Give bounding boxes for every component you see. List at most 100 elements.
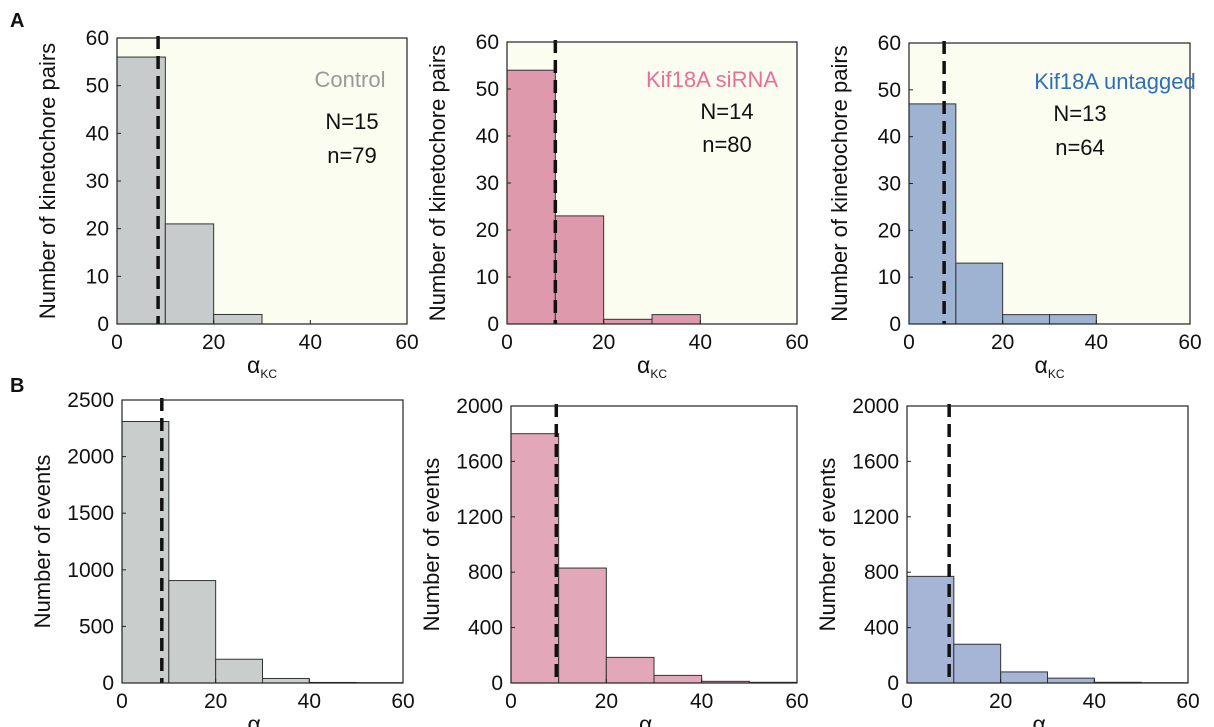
y-tick-label: 50 [476, 78, 499, 101]
y-tick-label: 60 [476, 31, 499, 54]
y-tick-label: 2000 [852, 395, 899, 418]
y-axis-label: Number of events [30, 455, 55, 629]
y-tick-label: 800 [864, 561, 899, 584]
x-tick-label: 20 [592, 331, 615, 354]
y-axis-label: Number of events [419, 458, 444, 632]
histogram-bar [651, 314, 701, 325]
x-tick-label: 40 [1085, 331, 1108, 354]
x-tick-label: 20 [991, 331, 1014, 354]
histogram-bar [605, 656, 655, 684]
x-tick-label: 0 [501, 331, 513, 354]
y-axis-label: Number of kinetochore pairs [425, 45, 450, 321]
histogram-bar [164, 223, 215, 325]
histogram-bar [554, 215, 605, 325]
x-tick-label: 40 [1083, 690, 1106, 713]
y-tick-label: 0 [491, 672, 503, 695]
y-tick-label: 1200 [852, 506, 899, 529]
axes-frame [510, 405, 798, 684]
pair-count-label: n=64 [1055, 135, 1105, 160]
x-tick-label: 60 [395, 331, 418, 354]
x-tick-label: 40 [689, 331, 712, 354]
x-axis-label: αKC [637, 352, 667, 381]
x-tick-label: 60 [785, 690, 808, 713]
x-tick-label: 0 [116, 690, 128, 713]
x-axis-label-symbol: α [639, 711, 652, 727]
cell-count-label: N=15 [325, 109, 378, 134]
histogram-bar [558, 567, 607, 684]
histogram-bar [1002, 314, 1051, 325]
x-tick-label: 20 [989, 690, 1012, 713]
y-tick-label: 1600 [456, 450, 503, 473]
y-tick-label: 0 [97, 313, 109, 336]
x-axis-label-symbol: α [1033, 711, 1046, 727]
histogram-bar [506, 69, 556, 325]
x-tick-label: 60 [1178, 331, 1201, 354]
histogram-b3: 0 20 40 60 0 400 800 1200 1600 2000 αKC Number of e… [815, 395, 1200, 727]
histogram-a1: 0 20 40 60 0 10 20 30 40 50 60 αKC Number of kinetoc… [35, 27, 419, 381]
condition-label: Control [315, 67, 386, 92]
pair-count-label: n=79 [327, 143, 377, 168]
x-axis-label-subscript: KC [260, 367, 277, 381]
x-tick-label: 60 [785, 331, 808, 354]
y-axis-label: Number of events [815, 458, 840, 632]
y-tick-label: 60 [878, 32, 901, 55]
histogram-bar [213, 313, 263, 325]
cell-count-label: N=14 [700, 99, 753, 124]
histogram-a3: 0 20 40 60 0 10 20 30 40 50 60 αKC Number of kinetoc… [827, 32, 1202, 381]
histogram-bar [262, 677, 310, 684]
x-axis-label-symbol: α [248, 711, 261, 727]
y-tick-label: 60 [86, 27, 109, 50]
histogram-bar [603, 318, 653, 325]
y-tick-label: 40 [476, 125, 499, 148]
y-tick-label: 20 [476, 219, 499, 242]
panel-label-b: B [10, 375, 24, 397]
x-tick-label: 40 [298, 690, 321, 713]
x-tick-label: 60 [391, 690, 414, 713]
x-axis-label-symbol: α [1035, 352, 1048, 378]
y-tick-label: 2000 [67, 446, 114, 469]
histogram-bar [906, 575, 955, 684]
x-axis-label: αKC [247, 352, 277, 381]
x-tick-label: 20 [595, 690, 618, 713]
y-tick-label: 30 [86, 170, 109, 193]
y-axis-label: Number of kinetochore pairs [35, 43, 60, 319]
y-tick-label: 40 [878, 126, 901, 149]
histogram-a2: 0 20 40 60 0 10 20 30 40 50 60 αKC Number of kinetoc… [425, 31, 809, 381]
y-tick-label: 30 [476, 172, 499, 195]
histogram-bar [1047, 677, 1095, 684]
y-tick-label: 500 [79, 615, 114, 638]
y-tick-label: 20 [86, 218, 109, 241]
cell-count-label: N=13 [1053, 101, 1106, 126]
y-tick-label: 800 [468, 561, 503, 584]
histogram-bar [653, 674, 703, 684]
y-tick-label: 1200 [456, 506, 503, 529]
histogram-bar [908, 103, 957, 325]
x-axis-label: αKC [1033, 711, 1063, 727]
y-tick-label: 400 [468, 617, 503, 640]
y-tick-label: 0 [102, 672, 114, 695]
x-tick-label: 0 [505, 690, 517, 713]
y-tick-label: 20 [878, 219, 901, 242]
axes-frame [121, 399, 404, 684]
x-axis-label: αKC [639, 711, 669, 727]
y-tick-label: 1500 [67, 502, 114, 525]
x-axis-label-subscript: KC [650, 367, 667, 381]
pair-count-label: n=80 [702, 132, 752, 157]
histogram-bar [510, 433, 560, 684]
histogram-b1: 0 20 40 60 0 500 1000 1500 2000 2500 αKC Number of … [30, 389, 415, 727]
x-axis-label-symbol: α [637, 352, 650, 378]
y-axis-label: Number of kinetochore pairs [827, 45, 852, 321]
y-tick-label: 30 [878, 173, 901, 196]
x-tick-label: 40 [690, 690, 713, 713]
x-axis-label-subscript: KC [1048, 367, 1065, 381]
x-tick-label: 0 [901, 690, 913, 713]
y-tick-label: 2000 [456, 395, 503, 418]
x-tick-label: 0 [903, 331, 915, 354]
y-tick-label: 0 [889, 313, 901, 336]
x-axis-label-symbol: α [247, 352, 260, 378]
histogram-bar [215, 658, 264, 684]
x-tick-label: 20 [204, 690, 227, 713]
histogram-b2: 0 20 40 60 0 400 800 1200 1600 2000 αKC Number of e… [419, 395, 809, 727]
